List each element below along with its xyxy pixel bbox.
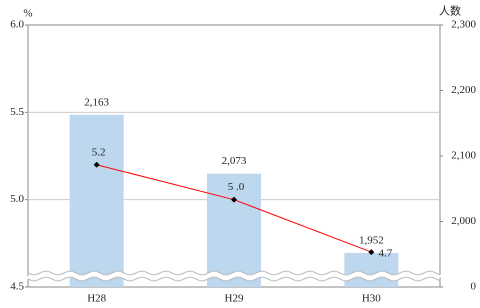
- y2-tick-label: 2,200: [451, 84, 476, 96]
- line-marker: [93, 161, 100, 168]
- y-tick-label: 6.0: [10, 19, 24, 31]
- axis-break-edge: [27, 276, 441, 282]
- line-marker: [231, 196, 237, 203]
- y-tick-label: 4.5: [10, 281, 24, 293]
- y2-tick-label: 2,100: [451, 150, 476, 162]
- line-marker: [368, 249, 375, 256]
- y2-axis-label: 人数: [439, 5, 461, 18]
- y2-tick-label: 2,300: [451, 19, 476, 31]
- line-value-label: 4.7: [378, 248, 392, 260]
- y-tick-label: 5.5: [10, 106, 24, 118]
- x-tick-label: H28: [87, 293, 106, 305]
- bar-value-label: 2,163: [84, 96, 109, 108]
- y-axis-label: %: [23, 8, 32, 20]
- line-value-label: 5.2: [92, 146, 106, 158]
- bar-value-label: 2,073: [222, 155, 247, 167]
- axis-break-edge: [27, 270, 441, 276]
- bar: [207, 173, 261, 287]
- x-tick-label: H29: [225, 293, 244, 305]
- y-tick-label: 5.0: [10, 193, 24, 205]
- y2-tick-label: 2,000: [451, 215, 476, 227]
- bar: [69, 114, 124, 287]
- bar: [344, 252, 399, 287]
- bar-value-label: 1,952: [359, 234, 384, 246]
- y2-tick-label: 0: [471, 281, 477, 293]
- axis-break: [26, 271, 442, 281]
- line-value-label: 5 .0: [228, 181, 245, 193]
- x-tick-label: H30: [362, 293, 381, 305]
